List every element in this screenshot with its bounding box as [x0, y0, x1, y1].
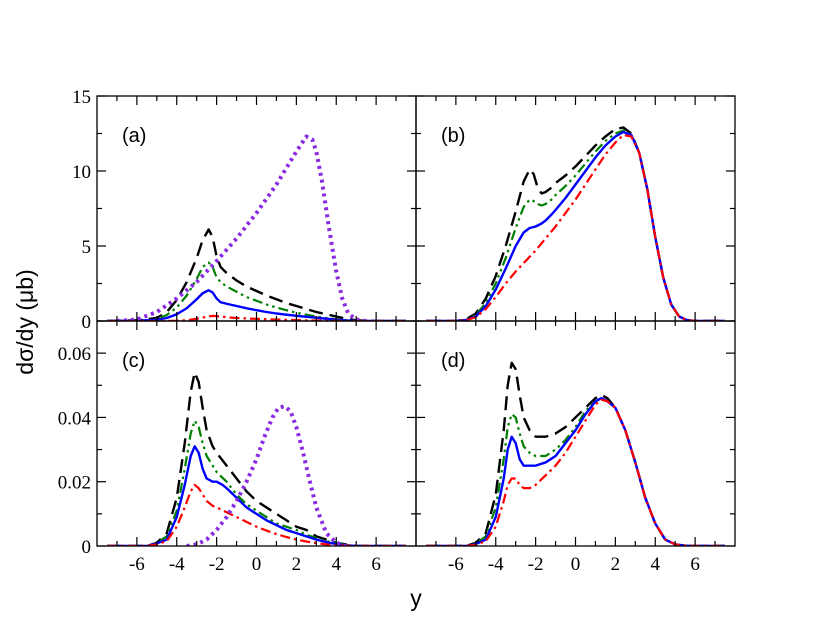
panel-c-xtick-label: 4	[332, 554, 342, 575]
panel-d-series-black-dashed	[425, 361, 726, 546]
panel-a-label: (a)	[122, 125, 146, 147]
panel-b-series-red-dash-dot	[425, 133, 726, 321]
panel-b-series-group	[425, 126, 726, 321]
panel-c-series-group	[106, 371, 407, 546]
panel-c-ytick-label: 0	[82, 537, 92, 558]
panel-c-xtick-label: -6	[129, 554, 145, 575]
panel-a-ytick-label: 5	[82, 237, 92, 258]
panel-c-xtick-label: 6	[371, 554, 381, 575]
panel-c-series-green-dash-dot-dot	[106, 419, 407, 546]
panel-d-series-blue-solid	[425, 396, 726, 546]
panel-d-series-green-dash-dot-dot	[425, 397, 726, 546]
panel-c-ytick-label: 0.06	[58, 344, 91, 365]
panel-c-series-purple-dotted	[186, 404, 347, 546]
panel-d-xtick-label: -2	[528, 554, 544, 575]
panel-d-series-group	[425, 361, 726, 546]
panel-a: 0 5 10 15 (a)	[72, 87, 417, 333]
panel-c-ytick-label: 0.04	[58, 408, 92, 429]
panel-d-series-red-dash-dot	[425, 398, 726, 546]
panel-a-series-black-dashed	[106, 228, 407, 321]
panel-b-label: (b)	[441, 125, 465, 147]
panel-c-xtick-label: -4	[169, 554, 185, 575]
x-axis-title: y	[410, 585, 422, 611]
y-axis-title: dσ/dy (μb)	[12, 269, 38, 374]
panel-a-ytick-label: 0	[82, 312, 92, 333]
panel-d-xtick-label: 0	[571, 554, 581, 575]
panel-d-xtick-label: -6	[448, 554, 464, 575]
panel-d-xtick-label: 2	[611, 554, 621, 575]
panel-a-series-blue-solid	[106, 289, 407, 321]
panel-c-xtick-label: 2	[292, 554, 302, 575]
panel-b: (b)	[415, 95, 736, 322]
panel-d-xtick-label: 6	[690, 554, 700, 575]
panel-a-series-green-dash-dot-dot	[106, 261, 407, 321]
panel-d-xtick-label: -4	[488, 554, 504, 575]
panel-c-ytick-label: 0.02	[58, 473, 91, 494]
panel-d-label: (d)	[441, 350, 465, 372]
panel-c-label: (c)	[122, 350, 145, 372]
panel-b-series-black-dashed	[425, 126, 726, 321]
panel-c-series-red-dash-dot	[106, 483, 407, 546]
panel-c: 0 0.02 0.04 0.06 -6 -4 -2 0 2 4 6 (c)	[58, 320, 417, 575]
panel-b-series-blue-solid	[425, 130, 726, 321]
panel-c-xtick-label: 0	[252, 554, 262, 575]
plot-area: 0 5 10 15 (a) (b) 0 0.02 0.04 0.06 -6 -4 -2 0 2 4 6 (c) -6…	[58, 87, 736, 575]
panel-d: -6 -4 -2 0 2 4 6 (d)	[415, 320, 736, 575]
panel-c-xtick-label: -2	[209, 554, 225, 575]
panel-a-ytick-label: 15	[72, 87, 91, 108]
panel-b-series-green-dash-dot-dot	[425, 129, 726, 321]
panel-d-xtick-label: 4	[651, 554, 661, 575]
panel-c-series-blue-solid	[106, 445, 407, 546]
panel-c-series-black-dashed	[106, 371, 407, 546]
panel-a-ytick-label: 10	[72, 162, 91, 183]
panel-a-series-group	[106, 134, 407, 321]
